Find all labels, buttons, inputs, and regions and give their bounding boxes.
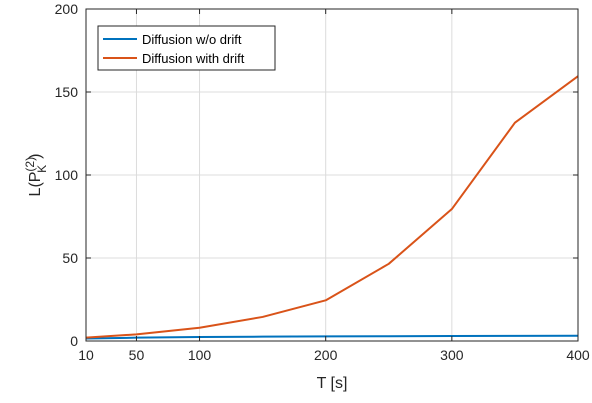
- x-tick-label: 100: [188, 347, 212, 363]
- y-axis-label-base: L(P: [27, 172, 44, 197]
- series-lines: [85, 75, 579, 340]
- y-axis-label: L(P(2)K): [23, 154, 49, 197]
- y-tick-label: 200: [55, 1, 79, 17]
- y-axis-label-close: ): [27, 154, 44, 159]
- y-tick-label: 0: [70, 333, 78, 349]
- legend-entry-diffusion-without-drift: Diffusion w/o drift: [142, 32, 242, 47]
- legend-box: [97, 25, 276, 71]
- x-tick-label: 10: [78, 347, 94, 363]
- legend: Diffusion w/o drift Diffusion with drift: [97, 25, 276, 71]
- legend-entry-diffusion-with-drift: Diffusion with drift: [142, 51, 245, 66]
- y-axis-label-sup: (2): [23, 157, 37, 172]
- y-tick-label: 50: [62, 250, 78, 266]
- svg-text:L(P(2)K): L(P(2)K): [23, 154, 49, 197]
- y-axis-label-sub: K: [35, 165, 49, 173]
- series-line-diffusion-without-drift: [85, 334, 579, 340]
- x-tick-label: 300: [440, 347, 464, 363]
- x-tick-label: 200: [314, 347, 338, 363]
- ticks: [85, 8, 579, 342]
- x-tick-label: 400: [566, 347, 590, 363]
- x-axis-label: T [s]: [317, 375, 348, 392]
- y-tick-label: 100: [55, 167, 79, 183]
- tick-labels: 10 50 100 200 300 400 0 50 100 150 200: [55, 1, 590, 363]
- series-line-diffusion-with-drift: [85, 75, 579, 339]
- x-tick-label: 50: [129, 347, 145, 363]
- y-tick-label: 150: [55, 84, 79, 100]
